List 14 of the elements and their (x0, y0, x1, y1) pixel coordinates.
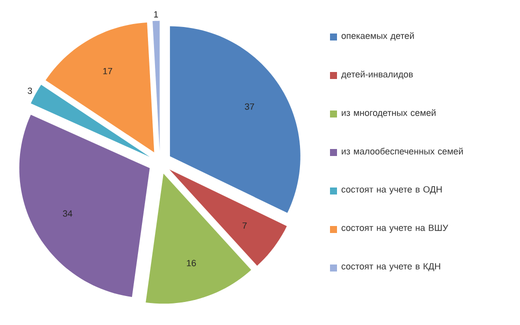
data-label: 16 (186, 260, 196, 266)
legend-label: состоят на учете в ОДН (342, 186, 442, 194)
legend-label: из малообеспеченных семей (342, 148, 463, 154)
legend-label: состоят на учете в КДН (342, 263, 440, 272)
data-label: 1 (154, 11, 158, 18)
legend-label: состоят на учете на ВШУ (342, 224, 448, 233)
data-label: 17 (103, 68, 112, 74)
legend-label: детей-инвалидов (341, 70, 413, 80)
data-label: 34 (62, 210, 72, 217)
legend-label: из многодетных семей (342, 109, 436, 118)
legend-label: опекаемых детей (342, 32, 414, 41)
data-label: 37 (244, 103, 254, 110)
data-label: 7 (242, 222, 247, 229)
data-label: 3 (28, 88, 32, 94)
